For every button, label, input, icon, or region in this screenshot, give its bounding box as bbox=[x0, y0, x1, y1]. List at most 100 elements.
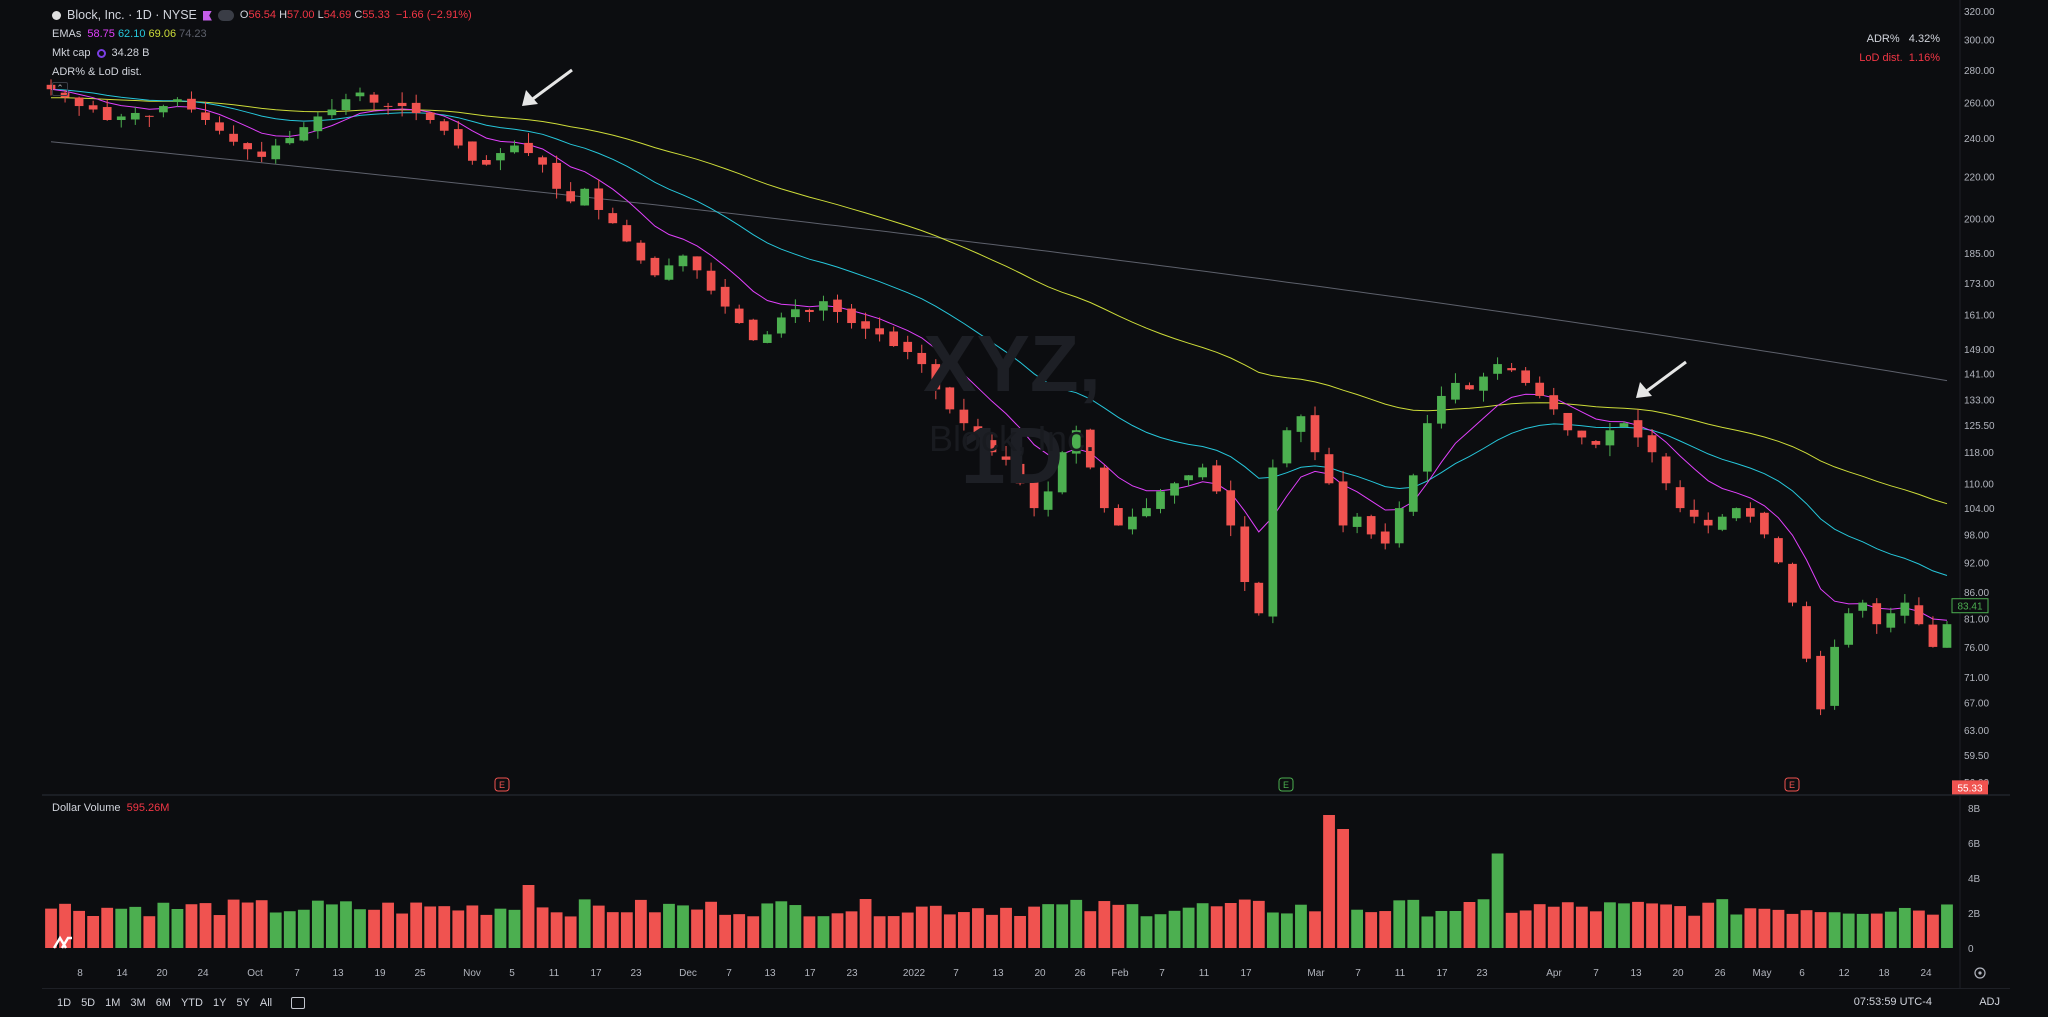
svg-text:E: E bbox=[1789, 780, 1795, 790]
volume-bar bbox=[915, 906, 928, 948]
y-tick-label: 76.00 bbox=[1964, 643, 1989, 654]
candle-body bbox=[1605, 430, 1615, 446]
settings-gear-icon[interactable] bbox=[1974, 967, 1986, 979]
earnings-marker[interactable]: E bbox=[494, 777, 510, 792]
y-tick-label: 149.00 bbox=[1964, 345, 1995, 356]
collapse-legend-icon[interactable]: ⌃ bbox=[52, 82, 68, 96]
volume-bar bbox=[775, 901, 788, 948]
volume-bar bbox=[1295, 904, 1307, 948]
candle-body bbox=[1802, 606, 1811, 659]
candle-body bbox=[1451, 382, 1460, 400]
candle-body bbox=[959, 409, 969, 424]
y-tick-label: 71.00 bbox=[1964, 673, 1989, 684]
candle-body bbox=[1352, 516, 1362, 527]
volume-bar bbox=[1393, 900, 1406, 948]
candle-body bbox=[1661, 456, 1671, 484]
candle-body bbox=[1577, 430, 1587, 438]
volume-bar bbox=[297, 909, 310, 948]
candle-body bbox=[1493, 364, 1502, 374]
candle-body bbox=[130, 112, 140, 120]
candle-body bbox=[1760, 512, 1769, 535]
mktcap-label[interactable]: Mkt cap bbox=[52, 47, 91, 59]
candle-body bbox=[903, 341, 913, 352]
x-tick-label: 7 bbox=[726, 968, 732, 979]
ema-label[interactable]: EMAs bbox=[52, 28, 82, 40]
ema-price-label: 83.41 bbox=[1957, 602, 1982, 613]
range-button-1m[interactable]: 1M bbox=[105, 997, 121, 1009]
x-tick-label: 23 bbox=[1476, 968, 1488, 979]
candle-body bbox=[299, 127, 309, 141]
volume-bar bbox=[157, 902, 170, 948]
candle-body bbox=[88, 105, 98, 110]
range-button-3m[interactable]: 3M bbox=[130, 997, 146, 1009]
volume-bar bbox=[1898, 907, 1911, 948]
candle-body bbox=[720, 286, 730, 307]
y-tick-label: 125.50 bbox=[1964, 421, 1995, 432]
volume-tick-label: 8B bbox=[1968, 804, 1981, 815]
volume-bar bbox=[1112, 904, 1125, 948]
candle-body bbox=[931, 364, 941, 390]
ohlc-label: O bbox=[239, 9, 249, 21]
volume-bar bbox=[1716, 899, 1729, 948]
volume-bar bbox=[1646, 903, 1658, 948]
volume-bar bbox=[340, 901, 352, 948]
candle-body bbox=[1198, 467, 1207, 478]
date-range-icon[interactable] bbox=[291, 997, 306, 1009]
range-button-all[interactable]: All bbox=[259, 997, 273, 1009]
candle-body bbox=[636, 242, 646, 261]
x-tick-label: 13 bbox=[332, 968, 344, 979]
volume-bar bbox=[1561, 902, 1574, 948]
adr-indicator-label[interactable]: ADR% & LoD dist. bbox=[52, 66, 142, 78]
candle-body bbox=[439, 121, 449, 131]
range-button-6m[interactable]: 6M bbox=[155, 997, 171, 1009]
range-button-1d[interactable]: 1D bbox=[57, 997, 72, 1009]
earnings-marker[interactable]: E bbox=[1278, 777, 1294, 792]
volume-bar bbox=[663, 903, 675, 948]
candle-body bbox=[1057, 452, 1067, 493]
range-button-5d[interactable]: 5D bbox=[81, 997, 96, 1009]
y-tick-label: 118.00 bbox=[1964, 448, 1994, 459]
volume-bar bbox=[1281, 913, 1293, 948]
candle-body bbox=[819, 301, 828, 311]
volume-bar bbox=[1477, 899, 1490, 948]
range-button-1y[interactable]: 1Y bbox=[212, 997, 227, 1009]
x-tick-label: 11 bbox=[1199, 968, 1210, 979]
volume-bar bbox=[929, 905, 942, 948]
collapse-pill-icon[interactable] bbox=[217, 10, 234, 21]
candle-body bbox=[1099, 467, 1109, 509]
earnings-marker[interactable]: E bbox=[1784, 777, 1800, 792]
volume-bar bbox=[845, 911, 858, 948]
volume-bar bbox=[466, 905, 479, 948]
x-tick-label: Apr bbox=[1546, 968, 1562, 979]
x-tick-label: 6 bbox=[1799, 968, 1805, 979]
candle-body bbox=[1507, 368, 1516, 371]
candle-body bbox=[1170, 483, 1179, 496]
candle-body bbox=[861, 321, 870, 329]
adr-line: ADR% 4.32% bbox=[1859, 30, 1940, 49]
x-tick-label: 2022 bbox=[903, 968, 926, 979]
volume-label[interactable]: Dollar Volume bbox=[52, 802, 121, 814]
candle-body bbox=[1886, 613, 1896, 628]
candle-body bbox=[1788, 563, 1797, 603]
clock[interactable]: 07:53:59 UTC-4 bbox=[1853, 996, 1932, 1008]
volume-bar bbox=[522, 885, 535, 948]
volume-legend: Dollar Volume 595.26M bbox=[52, 802, 169, 814]
volume-tick-label: 0 bbox=[1968, 944, 1974, 955]
volume-bar bbox=[1660, 904, 1672, 948]
candle-body bbox=[1156, 491, 1165, 509]
volume-bar bbox=[578, 899, 591, 948]
candle-body bbox=[1774, 538, 1783, 563]
x-tick-label: 19 bbox=[374, 968, 386, 979]
flag-icon[interactable] bbox=[202, 10, 212, 21]
x-tick-label: Oct bbox=[247, 968, 263, 979]
candle-body bbox=[1029, 481, 1039, 509]
adj-toggle[interactable]: ADJ bbox=[1979, 996, 2000, 1008]
volume-bar bbox=[1505, 912, 1518, 948]
chart-title[interactable]: Block, Inc. · 1D · NYSE bbox=[67, 8, 197, 22]
volume-bar bbox=[1000, 907, 1012, 948]
volume-bar bbox=[227, 899, 240, 948]
range-button-5y[interactable]: 5Y bbox=[236, 997, 250, 1009]
range-button-ytd[interactable]: YTD bbox=[180, 997, 203, 1009]
ohlc-value: 54.69 bbox=[323, 9, 352, 21]
